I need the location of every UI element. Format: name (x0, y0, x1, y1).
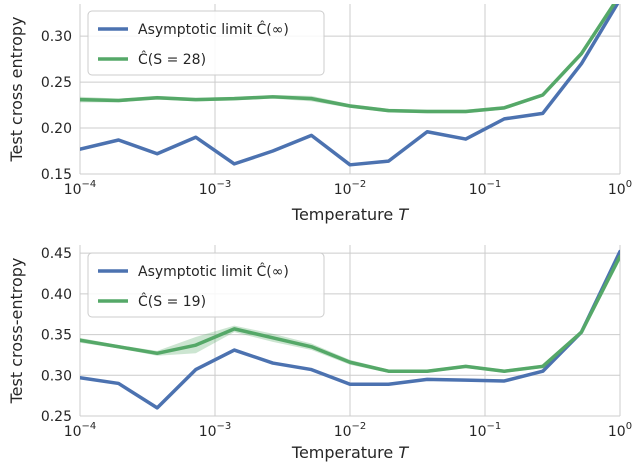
chart-panel-1: 10−4 10−3 10−2 10−1 100 0.15 0.20 0.25 0.30 Tempe… (7, 4, 632, 224)
plot-area (80, 249, 620, 410)
x-tick-label: 100 (608, 179, 632, 198)
legend-label-1: Asymptotic limit Ĉ(∞) (138, 20, 289, 38)
x-tick-label: 100 (608, 421, 632, 440)
x-axis-label: Temperature T (291, 443, 409, 462)
x-tick-label: 10−4 (64, 421, 97, 440)
y-tick-label: 0.40 (41, 287, 72, 303)
y-tick-label: 0.45 (41, 246, 72, 262)
y-axis-label: Test cross entropy (7, 16, 26, 162)
x-tick-label: 10−3 (199, 179, 232, 198)
y-tick-label: 0.30 (41, 368, 72, 384)
legend-box (87, 252, 325, 318)
legend-label-2: Ĉ(S = 19) (138, 292, 206, 310)
legend-label-2: Ĉ(S = 28) (138, 50, 206, 68)
y-tick-label: 0.15 (41, 167, 72, 183)
y-tick-label: 0.35 (41, 328, 72, 344)
x-tick-label: 10−1 (469, 421, 502, 440)
legend-label-1: Asymptotic limit Ĉ(∞) (138, 262, 289, 280)
x-tick-label: 10−2 (334, 179, 367, 198)
plot-area (80, 4, 620, 167)
y-tick-label: 0.30 (41, 29, 72, 45)
y-axis-label: Test cross-entropy (7, 258, 26, 405)
legend: Asymptotic limit Ĉ(∞) Ĉ(S = 28) (87, 10, 325, 76)
y-tick-label: 0.20 (41, 121, 72, 137)
y-tick-label: 0.25 (41, 75, 72, 91)
x-tick-label: 10−2 (334, 421, 367, 440)
x-tick-label: 10−1 (469, 179, 502, 198)
y-tick-label: 0.25 (41, 409, 72, 425)
legend: Asymptotic limit Ĉ(∞) Ĉ(S = 19) (87, 252, 325, 318)
x-tick-label: 10−4 (64, 179, 97, 198)
x-axis-label: Temperature T (291, 205, 409, 224)
chart-panel-2: 10−4 10−3 10−2 10−1 100 0.25 0.30 0.35 0.40 0.45 T… (7, 245, 632, 462)
x-tick-label: 10−3 (199, 421, 232, 440)
legend-box (87, 10, 325, 76)
